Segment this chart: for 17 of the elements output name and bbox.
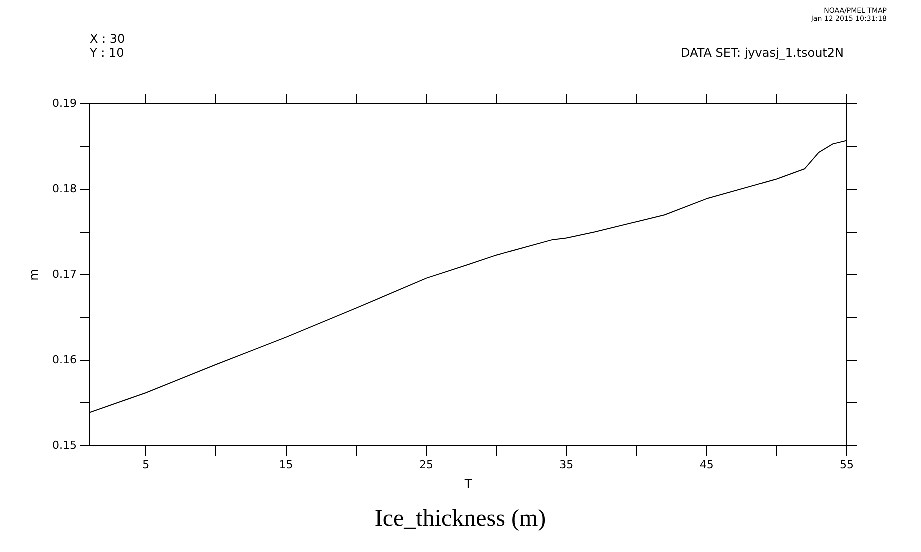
x-tick-label: 55 [840,458,854,472]
text: Ice_thickness (m) [374,506,548,533]
y-tick-label: 0.16 [52,353,77,366]
x-tick-label: 35 [560,458,574,472]
text: X : 30 [90,32,126,46]
x-tick-label: 15 [279,458,294,472]
y-tick-label: 0.19 [52,96,77,110]
x-axis-title: T [464,477,474,491]
y-tick-label: 0.15 [52,438,77,452]
text: DATA SET: jyvasj_1.tsout2N [681,46,844,60]
text: Y : 10 [90,46,124,60]
x-tick-label: 25 [419,458,434,472]
y-tick-label: 0.18 [52,182,77,196]
y-axis-title: m [26,269,41,281]
x-tick-label: 5 [142,458,150,472]
y-tick-label: 0.17 [52,268,77,281]
x-tick-label: 45 [700,458,714,472]
